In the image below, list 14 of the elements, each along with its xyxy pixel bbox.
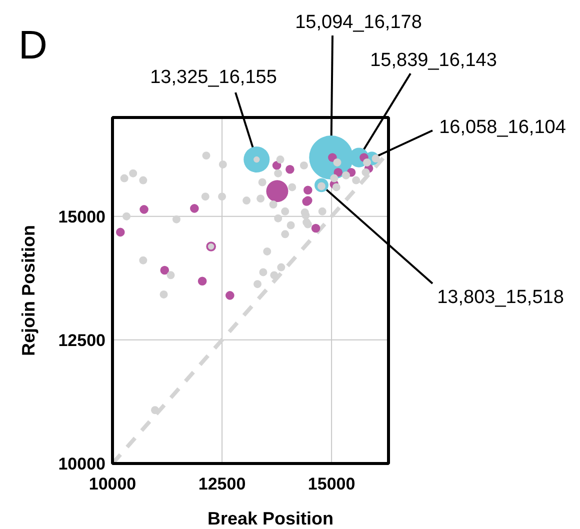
annotation: 15,839_16,143 [370,50,497,71]
y-tick-label: 15000 [58,207,106,226]
annotation: 13,325_16,155 [150,67,277,88]
chart-title: D [18,24,48,68]
annotation: 15,094_16,178 [295,12,422,33]
y-tick-label: 10000 [58,454,106,474]
annotation: 16,058_16,104 [439,117,566,138]
x-axis-title: Break Position [207,508,334,528]
y-axis-title: Rejoin Position [18,224,38,356]
x-tick-label: 12500 [198,474,246,494]
annotation: 13,803_15,518 [437,287,564,308]
y-tick-label: 12500 [58,330,106,350]
x-tick-label: 10000 [88,474,136,494]
x-tick-label: 15000 [308,474,356,494]
